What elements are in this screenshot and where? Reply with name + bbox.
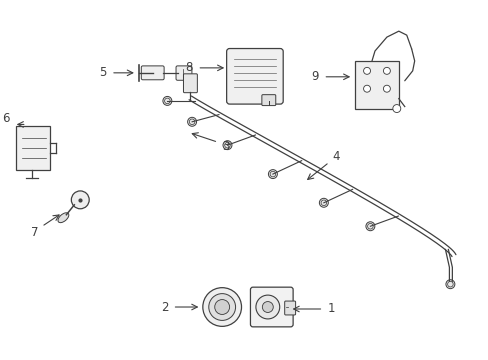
Circle shape bbox=[203, 288, 241, 327]
Circle shape bbox=[445, 280, 454, 289]
Circle shape bbox=[365, 222, 374, 231]
Text: 5: 5 bbox=[99, 66, 106, 79]
Text: 9: 9 bbox=[311, 70, 319, 83]
Circle shape bbox=[363, 67, 370, 74]
Circle shape bbox=[187, 117, 196, 126]
Circle shape bbox=[255, 295, 279, 319]
Text: 3: 3 bbox=[222, 140, 229, 153]
Circle shape bbox=[392, 105, 400, 113]
Circle shape bbox=[383, 85, 389, 92]
Circle shape bbox=[223, 141, 231, 150]
Circle shape bbox=[208, 294, 235, 320]
FancyBboxPatch shape bbox=[250, 287, 292, 327]
Text: 4: 4 bbox=[332, 150, 339, 163]
FancyBboxPatch shape bbox=[141, 66, 164, 80]
FancyBboxPatch shape bbox=[284, 301, 295, 315]
Text: 8: 8 bbox=[185, 61, 193, 75]
Circle shape bbox=[319, 198, 327, 207]
Ellipse shape bbox=[58, 213, 69, 222]
FancyBboxPatch shape bbox=[176, 66, 191, 80]
Circle shape bbox=[71, 191, 89, 209]
Text: 2: 2 bbox=[161, 301, 168, 314]
Bar bbox=[354, 61, 398, 109]
Circle shape bbox=[214, 300, 229, 314]
Circle shape bbox=[262, 302, 273, 312]
Circle shape bbox=[363, 85, 370, 92]
Polygon shape bbox=[16, 126, 49, 170]
Text: 1: 1 bbox=[327, 302, 334, 315]
Text: 6: 6 bbox=[2, 112, 10, 125]
FancyBboxPatch shape bbox=[262, 95, 275, 105]
Circle shape bbox=[163, 96, 171, 105]
Text: 7: 7 bbox=[31, 226, 38, 239]
Circle shape bbox=[268, 170, 277, 179]
FancyBboxPatch shape bbox=[226, 49, 283, 104]
Circle shape bbox=[383, 67, 389, 74]
FancyBboxPatch shape bbox=[183, 74, 197, 93]
